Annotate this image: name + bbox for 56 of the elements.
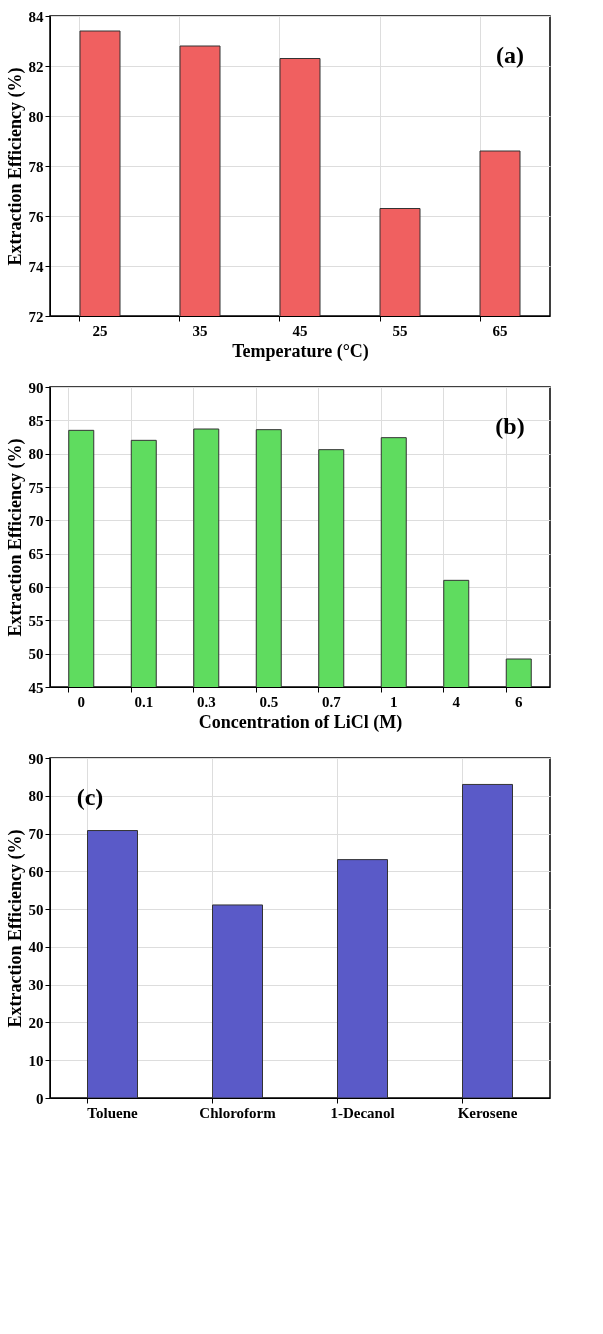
y-tick-label: 72 bbox=[28, 308, 44, 325]
y-tick-label: 30 bbox=[28, 977, 44, 994]
x-tick-label: 45 bbox=[292, 322, 308, 339]
y-tick-label: 84 bbox=[28, 8, 44, 25]
y-tick-label: 70 bbox=[28, 512, 44, 529]
x-tick-label: 6 bbox=[515, 693, 523, 710]
y-tick-label: 80 bbox=[28, 788, 44, 805]
x-tick-label: 55 bbox=[392, 322, 408, 339]
y-tick-label: 50 bbox=[28, 646, 44, 663]
y-tick-label: 76 bbox=[28, 208, 44, 225]
y-axis-title: Extraction Efficiency (%) bbox=[4, 438, 26, 637]
x-tick-label: Kerosene bbox=[457, 1104, 518, 1121]
x-axis-title: Concentration of LiCl (M) bbox=[198, 711, 403, 733]
x-axis-title: Temperature (°C) bbox=[232, 340, 369, 362]
y-tick-label: 40 bbox=[28, 939, 44, 956]
y-tick-label: 60 bbox=[28, 863, 44, 880]
y-tick-label: 82 bbox=[28, 58, 44, 75]
y-tick-label: 80 bbox=[28, 446, 44, 463]
bar bbox=[462, 783, 513, 1098]
y-tick-label: 20 bbox=[28, 1014, 44, 1031]
y-tick-label: 45 bbox=[28, 679, 44, 696]
x-tick-label: 0.5 bbox=[259, 693, 279, 710]
y-tick-label: 78 bbox=[28, 158, 44, 175]
x-tick-label: 35 bbox=[192, 322, 208, 339]
y-tick-label: 70 bbox=[28, 826, 44, 843]
x-tick-label: 0.3 bbox=[196, 693, 216, 710]
y-axis-title: Extraction Efficiency (%) bbox=[4, 67, 26, 266]
x-tick-label: 0.7 bbox=[321, 693, 342, 710]
x-tick-label: 0.1 bbox=[134, 693, 154, 710]
y-tick-label: 80 bbox=[28, 108, 44, 125]
x-tick-label: 1-Decanol bbox=[330, 1104, 395, 1121]
x-tick-label: Toluene bbox=[87, 1104, 138, 1121]
y-tick-label: 10 bbox=[28, 1052, 44, 1069]
y-tick-label: 75 bbox=[28, 479, 44, 496]
bar bbox=[87, 830, 138, 1098]
x-tick-label: 4 bbox=[452, 693, 461, 710]
y-tick-label: 65 bbox=[28, 546, 44, 563]
annotation: (c) bbox=[76, 784, 104, 810]
bar bbox=[212, 904, 263, 1098]
y-axis-title: Extraction Efficiency (%) bbox=[4, 829, 26, 1028]
y-tick-label: 90 bbox=[28, 750, 44, 767]
y-tick-label: 55 bbox=[28, 612, 44, 629]
y-tick-label: 85 bbox=[28, 412, 44, 429]
y-tick-label: 90 bbox=[28, 379, 44, 396]
x-tick-label: Chloroform bbox=[199, 1104, 277, 1121]
y-tick-label: 60 bbox=[28, 579, 44, 596]
bar bbox=[337, 859, 388, 1098]
x-tick-label: 1 bbox=[390, 693, 398, 710]
y-tick-label: 74 bbox=[28, 258, 44, 275]
x-tick-label: 65 bbox=[492, 322, 508, 339]
annotation: (b) bbox=[495, 413, 525, 439]
y-tick-label: 50 bbox=[28, 901, 44, 918]
y-tick-label: 0 bbox=[36, 1090, 44, 1107]
annotation: (a) bbox=[496, 42, 524, 68]
x-tick-label: 0 bbox=[77, 693, 85, 710]
x-tick-label: 25 bbox=[92, 322, 108, 339]
